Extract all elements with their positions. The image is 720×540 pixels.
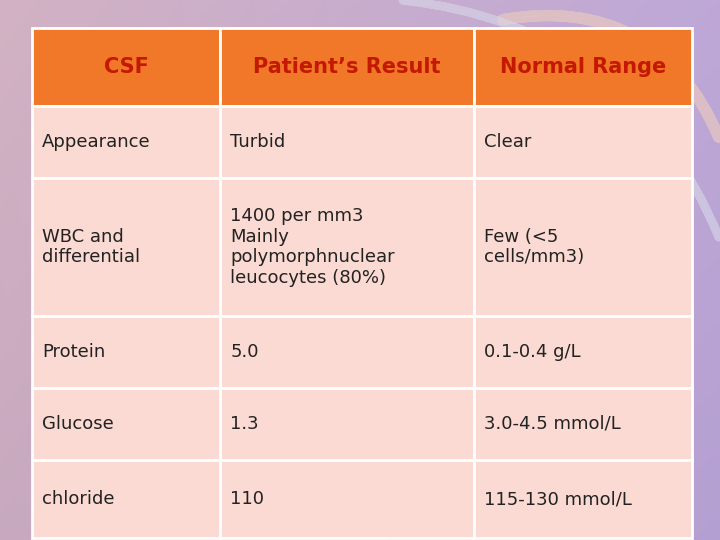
- FancyBboxPatch shape: [32, 460, 220, 538]
- Text: Appearance: Appearance: [42, 133, 150, 151]
- FancyBboxPatch shape: [220, 178, 474, 316]
- Text: WBC and
differential: WBC and differential: [42, 227, 140, 266]
- FancyArrowPatch shape: [503, 16, 719, 138]
- Text: 5.0: 5.0: [230, 343, 258, 361]
- Text: 1400 per mm3
Mainly
polymorphnuclear
leucocytes (80%): 1400 per mm3 Mainly polymorphnuclear leu…: [230, 207, 395, 287]
- FancyBboxPatch shape: [474, 178, 692, 316]
- FancyBboxPatch shape: [474, 28, 692, 106]
- Text: CSF: CSF: [104, 57, 148, 77]
- Text: 0.1-0.4 g/L: 0.1-0.4 g/L: [484, 343, 581, 361]
- FancyBboxPatch shape: [32, 106, 220, 178]
- FancyBboxPatch shape: [474, 106, 692, 178]
- FancyBboxPatch shape: [32, 388, 220, 460]
- FancyBboxPatch shape: [32, 316, 220, 388]
- FancyBboxPatch shape: [32, 28, 220, 106]
- Text: Normal Range: Normal Range: [500, 57, 666, 77]
- Text: Few (<5
cells/mm3): Few (<5 cells/mm3): [484, 227, 585, 266]
- Text: 115-130 mmol/L: 115-130 mmol/L: [484, 490, 632, 508]
- Text: Protein: Protein: [42, 343, 105, 361]
- FancyBboxPatch shape: [474, 460, 692, 538]
- Text: Patient’s Result: Patient’s Result: [253, 57, 441, 77]
- FancyBboxPatch shape: [474, 316, 692, 388]
- FancyBboxPatch shape: [220, 460, 474, 538]
- FancyBboxPatch shape: [474, 388, 692, 460]
- Text: 1.3: 1.3: [230, 415, 258, 433]
- FancyBboxPatch shape: [220, 316, 474, 388]
- FancyBboxPatch shape: [220, 388, 474, 460]
- Text: Clear: Clear: [484, 133, 531, 151]
- FancyBboxPatch shape: [32, 178, 220, 316]
- Text: chloride: chloride: [42, 490, 114, 508]
- FancyBboxPatch shape: [220, 28, 474, 106]
- FancyBboxPatch shape: [220, 106, 474, 178]
- Text: Glucose: Glucose: [42, 415, 114, 433]
- Text: 3.0-4.5 mmol/L: 3.0-4.5 mmol/L: [484, 415, 621, 433]
- Text: Turbid: Turbid: [230, 133, 285, 151]
- Text: 110: 110: [230, 490, 264, 508]
- FancyArrowPatch shape: [402, 0, 719, 238]
